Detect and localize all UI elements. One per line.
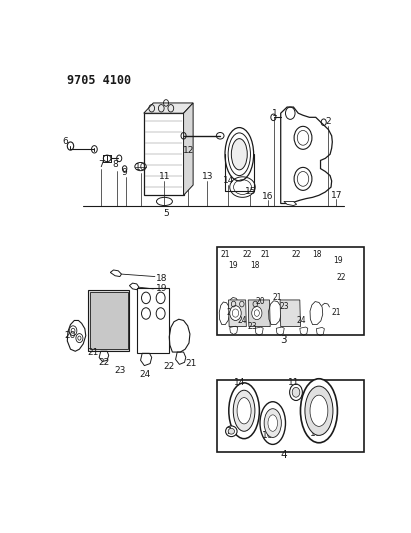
Text: 21: 21 [186, 359, 197, 368]
Circle shape [292, 387, 300, 397]
Text: 17: 17 [331, 191, 342, 200]
Ellipse shape [228, 429, 235, 434]
Text: 16: 16 [262, 431, 274, 440]
Text: 11: 11 [288, 377, 299, 386]
Circle shape [69, 326, 77, 336]
Text: 3: 3 [281, 335, 287, 345]
Text: 8: 8 [112, 159, 118, 168]
Text: 5: 5 [163, 209, 169, 218]
Text: 1: 1 [272, 109, 277, 118]
Text: 17: 17 [310, 429, 321, 438]
Ellipse shape [268, 415, 277, 431]
Text: 23: 23 [279, 302, 289, 311]
Text: 20: 20 [65, 331, 76, 340]
Bar [217, 247, 363, 335]
Text: 9705 4100: 9705 4100 [67, 74, 132, 87]
Polygon shape [144, 103, 193, 113]
Ellipse shape [237, 398, 251, 424]
Text: 21: 21 [332, 308, 341, 317]
Ellipse shape [300, 379, 337, 443]
Text: 21: 21 [273, 293, 282, 302]
Text: 4: 4 [281, 450, 287, 460]
Text: 19: 19 [333, 256, 343, 265]
Text: 18: 18 [313, 250, 322, 259]
Ellipse shape [231, 139, 247, 170]
Ellipse shape [310, 395, 328, 426]
Text: 18: 18 [155, 273, 167, 282]
Text: 24: 24 [140, 370, 151, 379]
Polygon shape [248, 300, 270, 327]
Polygon shape [280, 300, 300, 327]
Circle shape [141, 292, 150, 304]
Text: 22: 22 [164, 362, 175, 372]
Text: 7: 7 [225, 427, 231, 436]
Circle shape [230, 306, 241, 320]
Circle shape [156, 308, 165, 319]
Circle shape [294, 126, 312, 149]
Circle shape [290, 384, 302, 400]
Text: 16: 16 [262, 191, 274, 200]
Text: 21: 21 [220, 250, 230, 259]
Text: 10: 10 [135, 163, 146, 172]
Polygon shape [184, 103, 193, 195]
Ellipse shape [264, 409, 282, 438]
Text: 22: 22 [242, 250, 252, 259]
Polygon shape [284, 201, 297, 206]
Text: 18: 18 [250, 261, 260, 270]
Ellipse shape [226, 426, 237, 437]
Text: 22: 22 [226, 308, 236, 317]
Polygon shape [229, 300, 246, 327]
Text: 19: 19 [228, 261, 238, 270]
Text: 22: 22 [292, 250, 301, 259]
Text: 22: 22 [98, 358, 110, 367]
Text: 7: 7 [98, 159, 104, 168]
Text: 2: 2 [326, 117, 331, 126]
Text: 11: 11 [159, 172, 170, 181]
Circle shape [252, 306, 262, 320]
Circle shape [76, 334, 83, 343]
Text: 21: 21 [87, 348, 99, 357]
Text: 12: 12 [182, 146, 194, 155]
Text: 22: 22 [337, 273, 346, 282]
Text: 14: 14 [233, 377, 245, 386]
Text: 20: 20 [255, 297, 265, 306]
Ellipse shape [305, 386, 333, 435]
Circle shape [141, 308, 150, 319]
Text: 6: 6 [63, 138, 69, 147]
Text: 13: 13 [202, 172, 213, 181]
Ellipse shape [260, 402, 286, 445]
Polygon shape [90, 292, 128, 349]
Circle shape [294, 167, 312, 190]
Ellipse shape [233, 390, 255, 431]
Text: 19: 19 [155, 285, 167, 293]
Text: 15: 15 [245, 187, 256, 196]
Text: 24: 24 [297, 316, 306, 325]
Text: 23: 23 [247, 322, 257, 331]
Text: 14: 14 [222, 176, 234, 185]
Text: 24: 24 [238, 316, 247, 325]
Bar [217, 380, 363, 452]
Ellipse shape [225, 127, 254, 181]
Text: 9: 9 [122, 168, 127, 177]
Polygon shape [88, 290, 129, 351]
Circle shape [156, 292, 165, 304]
Ellipse shape [229, 383, 259, 439]
Text: 23: 23 [114, 366, 125, 375]
Text: 21: 21 [260, 250, 270, 259]
